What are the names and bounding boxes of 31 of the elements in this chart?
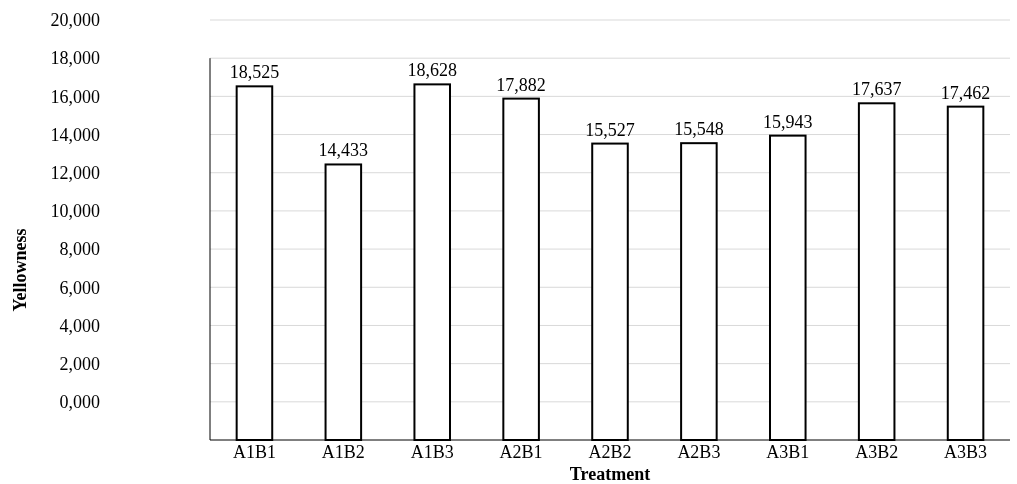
x-tick-label: A2B1	[499, 442, 543, 462]
data-label: 17,882	[496, 74, 546, 95]
data-label: 17,637	[851, 79, 902, 100]
data-label: 14,433	[318, 140, 369, 161]
y-tick-label: 16,000	[50, 86, 100, 107]
data-label: 18,525	[229, 62, 280, 83]
y-tick-label: 20,000	[50, 10, 100, 31]
y-tick-label: 2,000	[59, 353, 100, 374]
y-axis-title: Yellowness	[10, 228, 30, 312]
x-tick-label: A1B1	[232, 442, 276, 462]
x-tick-label: A1B2	[321, 442, 365, 462]
x-tick-label: A2B3	[677, 442, 721, 462]
y-tick-label: 14,000	[50, 124, 100, 145]
x-tick-label: A3B1	[766, 442, 810, 462]
y-tick-label: 12,000	[50, 163, 100, 184]
x-tick-label: A1B3	[410, 442, 454, 462]
data-label: 17,462	[940, 82, 991, 103]
y-tick-label: 8,000	[59, 239, 100, 260]
y-tick-label: 4,000	[59, 315, 100, 336]
y-tick-label: 6,000	[59, 277, 100, 298]
x-tick-label: A2B2	[588, 442, 632, 462]
y-tick-label: 0,000	[59, 392, 100, 413]
data-label: 15,943	[763, 111, 813, 132]
x-tick-label: A3B2	[855, 442, 899, 462]
data-label: 15,548	[674, 119, 724, 140]
x-tick-label: A3B3	[944, 442, 988, 462]
y-tick-label: 10,000	[50, 201, 100, 222]
y-tick-label: 18,000	[50, 48, 100, 69]
data-label: 15,527	[585, 119, 635, 140]
x-axis-title: Treatment	[569, 464, 651, 484]
data-label: 18,628	[407, 60, 457, 81]
